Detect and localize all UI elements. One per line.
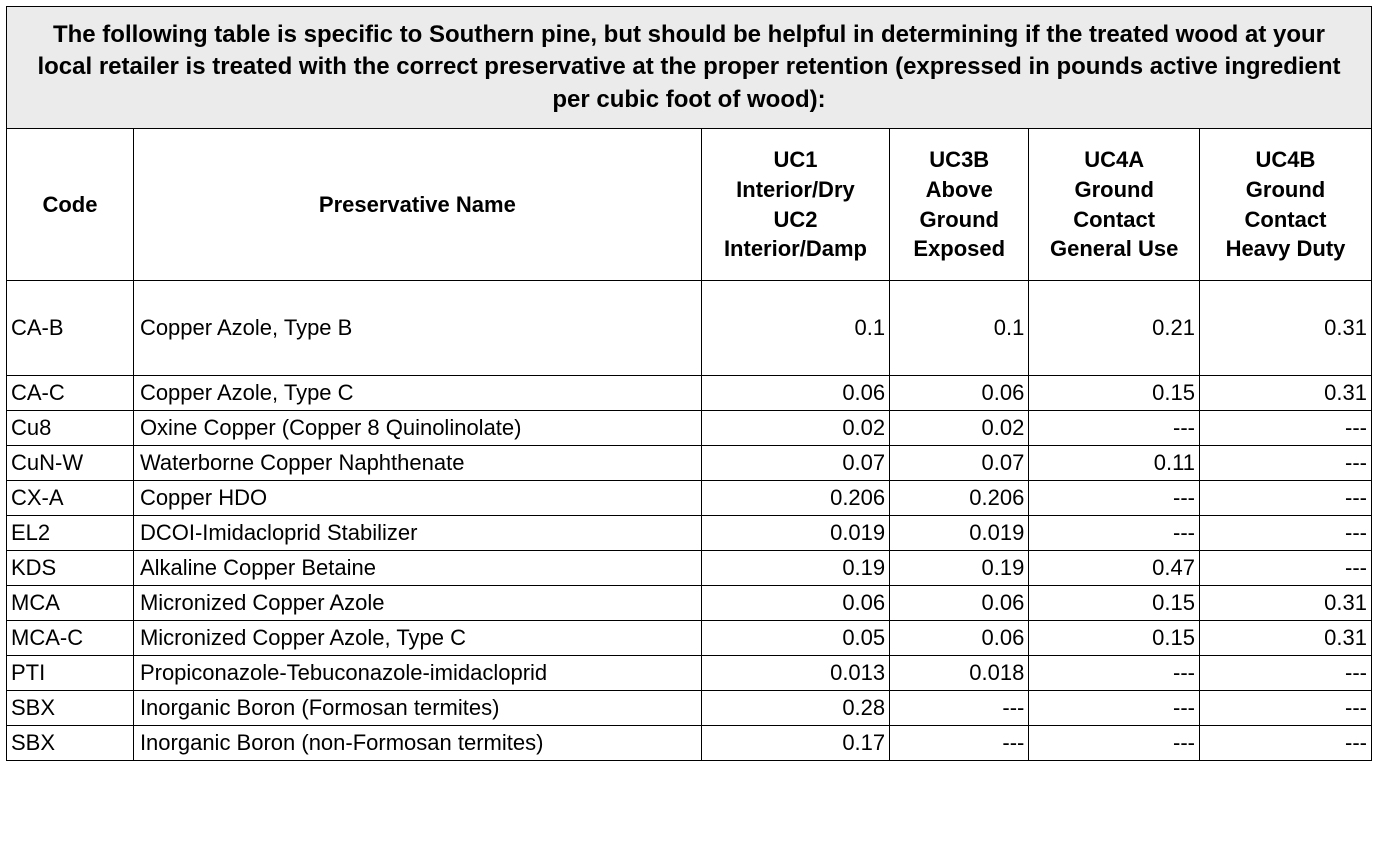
uc4b-cell: 0.31 <box>1199 620 1371 655</box>
table-row: CA-BCopper Azole, Type B0.10.10.210.31 <box>7 280 1372 375</box>
code-cell: PTI <box>7 655 134 690</box>
uc1-cell: 0.1 <box>701 280 889 375</box>
uc4b-cell: --- <box>1199 410 1371 445</box>
code-cell: MCA-C <box>7 620 134 655</box>
uc3b-cell: 0.02 <box>890 410 1029 445</box>
uc4b-cell: --- <box>1199 515 1371 550</box>
name-cell: Copper HDO <box>133 480 701 515</box>
uc3b-cell: 0.06 <box>890 375 1029 410</box>
uc4a-cell: 0.15 <box>1029 375 1200 410</box>
uc3b-cell: --- <box>890 690 1029 725</box>
table-caption: The following table is specific to South… <box>7 7 1372 129</box>
name-cell: Copper Azole, Type C <box>133 375 701 410</box>
table-row: EL2DCOI-Imidacloprid Stabilizer0.0190.01… <box>7 515 1372 550</box>
uc3b-cell: 0.018 <box>890 655 1029 690</box>
name-cell: Propiconazole-Tebuconazole-imidacloprid <box>133 655 701 690</box>
name-cell: Inorganic Boron (Formosan termites) <box>133 690 701 725</box>
uc1-cell: 0.28 <box>701 690 889 725</box>
table-row: SBXInorganic Boron (Formosan termites)0.… <box>7 690 1372 725</box>
uc3b-cell: 0.019 <box>890 515 1029 550</box>
code-cell: KDS <box>7 550 134 585</box>
code-cell: CA-C <box>7 375 134 410</box>
column-header-2: UC1Interior/DryUC2Interior/Damp <box>701 129 889 281</box>
column-header-1: Preservative Name <box>133 129 701 281</box>
uc4a-cell: --- <box>1029 655 1200 690</box>
code-cell: SBX <box>7 690 134 725</box>
uc1-cell: 0.07 <box>701 445 889 480</box>
column-header-0: Code <box>7 129 134 281</box>
uc4b-cell: --- <box>1199 655 1371 690</box>
table-row: MCAMicronized Copper Azole0.060.060.150.… <box>7 585 1372 620</box>
uc4a-cell: 0.47 <box>1029 550 1200 585</box>
table-caption-row: The following table is specific to South… <box>7 7 1372 129</box>
name-cell: Oxine Copper (Copper 8 Quinolinolate) <box>133 410 701 445</box>
uc4a-cell: --- <box>1029 690 1200 725</box>
uc1-cell: 0.02 <box>701 410 889 445</box>
table-row: CX-ACopper HDO0.2060.206------ <box>7 480 1372 515</box>
uc1-cell: 0.019 <box>701 515 889 550</box>
uc4a-cell: 0.15 <box>1029 585 1200 620</box>
table-row: PTIPropiconazole-Tebuconazole-imidaclopr… <box>7 655 1372 690</box>
uc4b-cell: --- <box>1199 550 1371 585</box>
table-header-row: CodePreservative NameUC1Interior/DryUC2I… <box>7 129 1372 281</box>
uc4b-cell: --- <box>1199 480 1371 515</box>
table-row: KDSAlkaline Copper Betaine0.190.190.47--… <box>7 550 1372 585</box>
uc4a-cell: 0.11 <box>1029 445 1200 480</box>
table-row: CuN-WWaterborne Copper Naphthenate0.070.… <box>7 445 1372 480</box>
code-cell: CA-B <box>7 280 134 375</box>
uc1-cell: 0.19 <box>701 550 889 585</box>
uc1-cell: 0.06 <box>701 375 889 410</box>
uc3b-cell: 0.07 <box>890 445 1029 480</box>
uc3b-cell: 0.06 <box>890 585 1029 620</box>
uc1-cell: 0.05 <box>701 620 889 655</box>
uc4b-cell: 0.31 <box>1199 280 1371 375</box>
column-header-5: UC4BGroundContactHeavy Duty <box>1199 129 1371 281</box>
code-cell: SBX <box>7 725 134 760</box>
column-header-4: UC4AGroundContactGeneral Use <box>1029 129 1200 281</box>
code-cell: EL2 <box>7 515 134 550</box>
uc4b-cell: --- <box>1199 725 1371 760</box>
uc4a-cell: 0.15 <box>1029 620 1200 655</box>
code-cell: CX-A <box>7 480 134 515</box>
uc4a-cell: --- <box>1029 480 1200 515</box>
name-cell: Micronized Copper Azole <box>133 585 701 620</box>
uc3b-cell: 0.19 <box>890 550 1029 585</box>
uc4a-cell: 0.21 <box>1029 280 1200 375</box>
name-cell: Inorganic Boron (non-Formosan termites) <box>133 725 701 760</box>
uc4a-cell: --- <box>1029 725 1200 760</box>
name-cell: Micronized Copper Azole, Type C <box>133 620 701 655</box>
uc4b-cell: 0.31 <box>1199 585 1371 620</box>
name-cell: Waterborne Copper Naphthenate <box>133 445 701 480</box>
table-row: SBXInorganic Boron (non-Formosan termite… <box>7 725 1372 760</box>
name-cell: DCOI-Imidacloprid Stabilizer <box>133 515 701 550</box>
code-cell: MCA <box>7 585 134 620</box>
uc1-cell: 0.06 <box>701 585 889 620</box>
preservative-table: The following table is specific to South… <box>6 6 1372 761</box>
table-row: Cu8Oxine Copper (Copper 8 Quinolinolate)… <box>7 410 1372 445</box>
uc3b-cell: 0.1 <box>890 280 1029 375</box>
table-body: CA-BCopper Azole, Type B0.10.10.210.31CA… <box>7 280 1372 760</box>
uc1-cell: 0.17 <box>701 725 889 760</box>
uc3b-cell: --- <box>890 725 1029 760</box>
name-cell: Copper Azole, Type B <box>133 280 701 375</box>
uc3b-cell: 0.06 <box>890 620 1029 655</box>
uc1-cell: 0.013 <box>701 655 889 690</box>
uc4b-cell: --- <box>1199 690 1371 725</box>
table-row: MCA-CMicronized Copper Azole, Type C0.05… <box>7 620 1372 655</box>
uc4b-cell: --- <box>1199 445 1371 480</box>
name-cell: Alkaline Copper Betaine <box>133 550 701 585</box>
code-cell: CuN-W <box>7 445 134 480</box>
uc4a-cell: --- <box>1029 410 1200 445</box>
uc4a-cell: --- <box>1029 515 1200 550</box>
column-header-3: UC3BAboveGroundExposed <box>890 129 1029 281</box>
uc1-cell: 0.206 <box>701 480 889 515</box>
code-cell: Cu8 <box>7 410 134 445</box>
uc4b-cell: 0.31 <box>1199 375 1371 410</box>
table-row: CA-CCopper Azole, Type C0.060.060.150.31 <box>7 375 1372 410</box>
uc3b-cell: 0.206 <box>890 480 1029 515</box>
